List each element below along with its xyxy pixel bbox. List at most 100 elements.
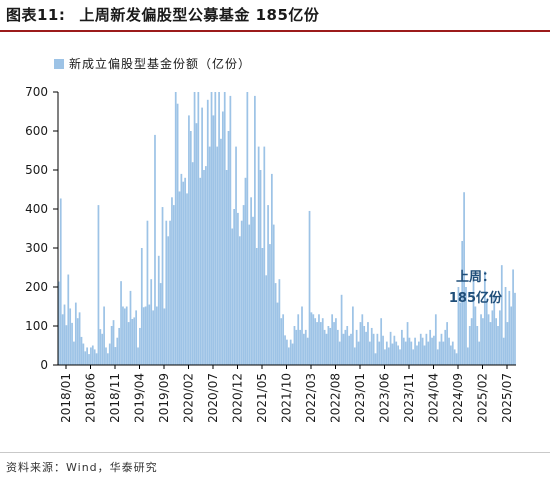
bar <box>184 177 187 365</box>
bar <box>476 326 479 365</box>
bar <box>327 326 330 365</box>
bar <box>107 353 109 365</box>
bar <box>291 343 294 365</box>
bar <box>331 314 334 365</box>
figure-title-block: 图表11: 上周新发偏股型公募基金 185亿份 <box>6 4 319 25</box>
bar <box>470 318 473 365</box>
bar <box>434 314 437 365</box>
bar <box>165 220 168 365</box>
bar <box>61 314 64 365</box>
bar <box>189 131 192 365</box>
bar <box>299 329 301 365</box>
x-tick-label: 2023/01 <box>353 373 367 423</box>
bar <box>282 314 285 365</box>
bar <box>502 337 505 365</box>
bar <box>114 347 117 365</box>
bar <box>255 248 258 365</box>
x-tick-label: 2021/05 <box>255 373 269 423</box>
bar <box>355 329 358 365</box>
x-tick-label: 2020/12 <box>231 373 245 423</box>
bar <box>500 265 503 365</box>
bar <box>193 92 196 365</box>
bar <box>180 173 183 365</box>
bar <box>237 212 239 365</box>
bar <box>93 349 96 365</box>
bar <box>357 341 360 365</box>
bar <box>497 326 499 365</box>
y-tick-label: 700 <box>25 85 48 99</box>
bar <box>257 146 260 365</box>
bar <box>163 308 166 365</box>
bar <box>391 343 394 365</box>
bar <box>338 341 341 365</box>
bar <box>512 269 514 365</box>
bar <box>478 341 481 365</box>
bar <box>210 92 213 365</box>
bar <box>431 337 433 365</box>
bar <box>325 333 328 365</box>
bar <box>508 290 511 365</box>
bar <box>448 337 450 365</box>
bar <box>336 329 339 365</box>
y-tick-label: 400 <box>25 202 48 216</box>
x-tick-label: 2018/11 <box>108 373 122 423</box>
bar <box>406 322 409 365</box>
bar <box>188 115 190 366</box>
bar <box>84 351 87 365</box>
bar <box>197 92 200 365</box>
bar <box>436 349 439 365</box>
bar <box>125 306 128 365</box>
bar <box>227 131 230 365</box>
bar <box>417 341 420 365</box>
bar <box>150 279 153 365</box>
bar <box>312 314 315 365</box>
bar <box>474 306 477 365</box>
bar <box>148 304 151 365</box>
bar <box>472 275 475 365</box>
bar <box>157 255 160 365</box>
bar <box>467 347 469 365</box>
bar <box>438 341 441 365</box>
bar <box>385 341 388 365</box>
bar <box>342 333 345 365</box>
bar <box>397 345 399 365</box>
bar <box>242 205 245 365</box>
bar <box>267 205 269 365</box>
y-tick-label: 100 <box>25 319 48 333</box>
x-tick-label: 2023/06 <box>378 373 392 423</box>
bar <box>384 349 386 365</box>
bar <box>248 224 251 365</box>
bar <box>427 341 430 365</box>
bar <box>167 236 170 365</box>
bar <box>101 333 104 365</box>
bar <box>221 111 224 365</box>
bar <box>480 314 482 365</box>
bar <box>223 92 226 365</box>
bar <box>416 345 418 365</box>
bar <box>404 341 407 365</box>
bar <box>329 327 332 365</box>
bar <box>246 92 249 365</box>
bar <box>259 170 262 365</box>
bar <box>212 115 215 366</box>
bar <box>493 294 496 365</box>
bar <box>159 283 162 365</box>
bar <box>135 310 138 365</box>
bar <box>137 347 139 365</box>
x-tick-label: 2024/04 <box>427 373 441 423</box>
x-tick-label: 2018/01 <box>59 373 73 423</box>
bar <box>97 205 100 365</box>
bar <box>389 331 392 365</box>
bar <box>67 274 70 365</box>
bar <box>225 170 228 365</box>
bar <box>506 322 509 365</box>
bar <box>461 240 464 365</box>
bar <box>450 345 452 365</box>
bar <box>71 322 73 365</box>
bar <box>156 306 158 365</box>
bar <box>318 314 320 365</box>
y-tick-label: 500 <box>25 163 48 177</box>
bar <box>380 318 383 365</box>
bar <box>451 341 454 365</box>
